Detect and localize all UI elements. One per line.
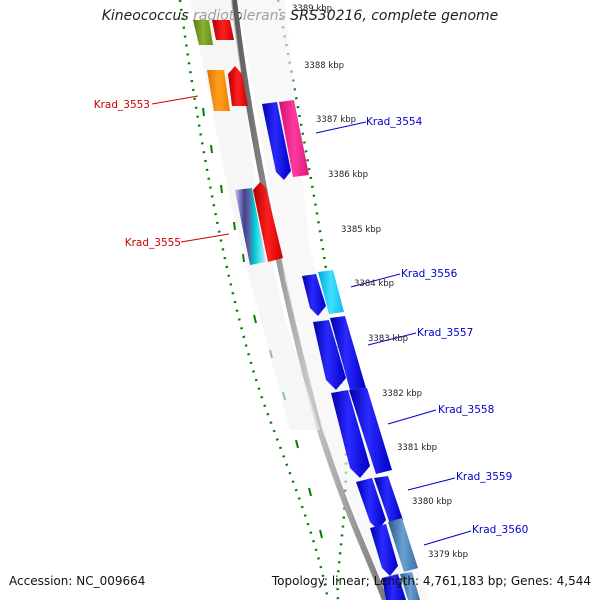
leader-krad-3554 xyxy=(315,121,367,134)
gene-label-krad-3560: Krad_3560 xyxy=(472,524,528,536)
gene-bottom-blue xyxy=(382,574,406,600)
scale-label: 3385 kbp xyxy=(341,225,381,235)
gene-krad-3558b xyxy=(349,388,392,474)
gene-bottom-steel xyxy=(400,572,420,600)
gene-krad-3555-stripe xyxy=(235,188,266,265)
scale-label: 3383 kbp xyxy=(368,334,408,344)
gene-krad-3559 xyxy=(356,478,386,530)
gene-krad-3557 xyxy=(313,320,346,390)
gene-krad-3560-steel xyxy=(388,518,418,572)
gene-labels-reverse: Krad_3553 Krad_3555 xyxy=(94,99,181,249)
gene-krad-3554-magenta xyxy=(279,100,309,177)
gene-label-krad-3556: Krad_3556 xyxy=(401,268,458,280)
gene-krad-3553-orange xyxy=(207,70,230,111)
scale-label: 3382 kbp xyxy=(382,389,422,399)
genome-stats-text: Topology: linear; Length: 4,761,183 bp; … xyxy=(271,574,591,588)
gene-krad-3556-blue xyxy=(302,274,326,316)
gene-label-krad-3559: Krad_3559 xyxy=(456,471,512,483)
scale-labels: 3389 kbp 3388 kbp 3387 kbp 3386 kbp 3385… xyxy=(292,4,468,560)
leader-krad-3555 xyxy=(180,233,230,243)
leader-krad-3558 xyxy=(387,409,437,425)
leader-krad-3553 xyxy=(151,95,199,105)
gene-red-top xyxy=(212,20,234,40)
gene-krad-3560-blue xyxy=(370,524,398,576)
scale-label: 3381 kbp xyxy=(397,443,437,453)
gene-krad-3558 xyxy=(331,390,370,478)
leader-krad-3557 xyxy=(367,332,417,346)
gene-label-krad-3555: Krad_3555 xyxy=(125,237,181,249)
gene-krad-3555-red xyxy=(253,182,283,262)
scale-label: 3380 kbp xyxy=(412,497,452,507)
gene-krad-3556-cyan xyxy=(318,270,344,314)
scale-label: 3386 kbp xyxy=(328,170,368,180)
gene-label-krad-3557: Krad_3557 xyxy=(417,327,473,339)
scale-label: 3387 kbp xyxy=(316,115,356,125)
leader-krad-3556 xyxy=(350,273,401,288)
accession-text: Accession: NC_009664 xyxy=(9,574,146,588)
gene-labels-forward: Krad_3554 Krad_3556 Krad_3557 Krad_3558 … xyxy=(366,116,528,536)
gene-krad-3557b xyxy=(330,316,366,390)
gene-krad-3553-red xyxy=(228,66,248,106)
leader-krad-3559 xyxy=(407,477,456,491)
gene-features-forward xyxy=(262,100,420,600)
scale-dotted-line-right xyxy=(276,0,348,600)
leader-krad-3560 xyxy=(423,530,472,546)
gene-krad-3559b xyxy=(374,476,403,524)
scale-label: 3389 kbp xyxy=(292,4,332,14)
gene-label-krad-3558: Krad_3558 xyxy=(438,404,494,416)
gene-label-leaders xyxy=(151,95,472,546)
gene-label-krad-3553: Krad_3553 xyxy=(94,99,150,111)
genome-backbone xyxy=(231,0,388,600)
scale-label: 3388 kbp xyxy=(304,61,344,71)
gene-olive-top xyxy=(193,20,213,45)
gene-krad-3554-blue xyxy=(262,102,291,180)
gene-features-reverse xyxy=(193,20,283,265)
scale-label: 3379 kbp xyxy=(428,550,468,560)
gene-label-krad-3554: Krad_3554 xyxy=(366,116,423,128)
scale-label: 3384 kbp xyxy=(354,279,394,289)
